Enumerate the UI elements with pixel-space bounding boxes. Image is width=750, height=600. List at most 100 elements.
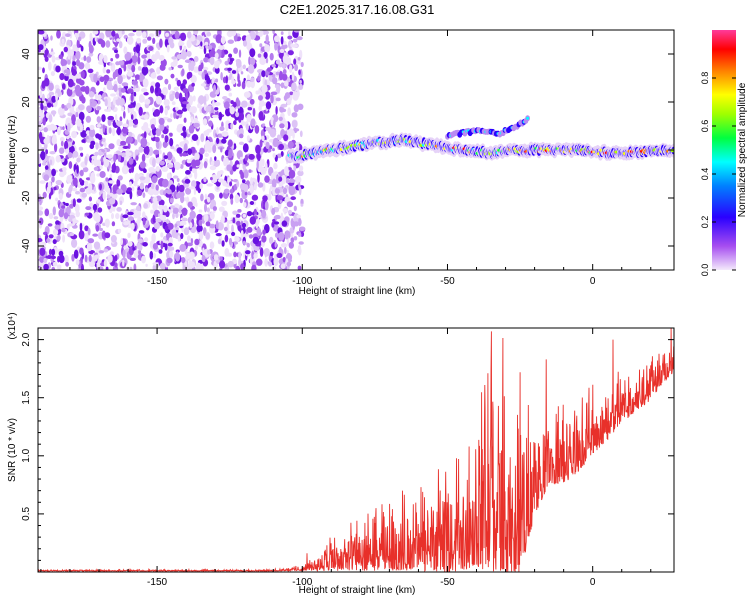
noise-blob [219,170,224,175]
noise-blob [95,225,100,232]
noise-blob [38,116,42,122]
noise-blob [219,260,226,269]
noise-blob [171,229,177,238]
noise-blob [199,147,205,155]
noise-blob [59,137,65,142]
noise-blob [219,126,225,132]
noise-blob [163,155,168,160]
noise-blob [103,87,106,92]
noise-blob [290,218,294,228]
noise-blob [275,106,278,115]
noise-blob [177,235,181,242]
noise-blob [131,80,138,85]
noise-blob [297,246,302,256]
noise-blob [200,41,203,47]
noise-blob [297,170,304,177]
snr-frame [37,327,675,573]
noise-blob [220,215,225,224]
noise-blob [139,176,146,181]
noise-blob [99,171,106,178]
noise-blob [155,128,162,137]
noise-blob [285,178,290,184]
noise-blob [48,91,55,96]
noise-blob [226,230,231,235]
noise-blob [51,248,56,256]
noise-blob [105,30,112,38]
noise-blob [85,115,92,123]
noise-blob [167,118,173,123]
noise-blob [142,211,146,219]
noise-blob [299,226,306,232]
noise-blob [139,182,145,190]
noise-blob [230,198,234,205]
noise-blob [230,122,234,130]
noise-blob [191,180,197,189]
noise-blob [142,192,146,199]
noise-blob [145,154,150,159]
noise-blob [78,146,84,151]
noise-blob [270,94,274,104]
noise-blob [187,235,191,242]
noise-blob [216,137,220,144]
noise-blob [240,121,246,126]
noise-blob [300,61,304,68]
noise-blob [207,249,211,255]
noise-blob [138,230,145,234]
noise-blob [159,38,163,48]
noise-blob [165,32,170,37]
noise-blob [188,125,195,134]
noise-blob [291,71,295,81]
snr-ytick-label: 2.0 [21,332,32,346]
noise-blob [265,57,269,64]
noise-blob [49,159,53,166]
noise-blob [205,105,212,113]
noise-blob [261,209,267,219]
noise-blob [244,154,249,162]
noise-blob [85,177,92,181]
noise-blob [240,171,245,180]
noise-blob [256,227,262,236]
noise-blob [106,69,111,74]
noise-blob [105,220,110,228]
noise-blob [197,103,201,109]
noise-blob [232,101,237,108]
noise-blob [60,140,64,147]
snr-axes: -150 -100 -50 0 0.5 1.0 1.5 2.0 [21,328,674,588]
noise-blob [55,155,61,163]
noise-blob [220,72,223,81]
noise-blob [66,174,73,184]
noise-blob [76,39,80,48]
noise-blob [121,106,125,112]
noise-blob [133,120,139,125]
noise-blob [154,189,158,195]
noise-blob [206,77,211,85]
noise-blob [298,186,302,196]
noise-blob [185,187,192,195]
noise-blob [246,80,252,88]
noise-blob [52,206,56,216]
noise-blob [60,59,68,67]
noise-blob [272,153,276,158]
noise-blob [87,227,91,236]
noise-blob [205,221,211,227]
noise-blob [284,59,292,65]
noise-blob [39,90,43,99]
noise-blob [117,155,121,162]
noise-blob [198,231,204,241]
spectrogram-xlabel: Height of straight line (km) [299,286,416,297]
noise-blob [258,95,263,101]
noise-blob [107,106,112,112]
noise-blob [126,187,132,192]
noise-blob [139,161,146,169]
noise-blob [143,146,150,155]
noise-blob [107,254,113,263]
noise-blob [242,179,246,184]
noise-blob [88,44,94,54]
noise-blob [276,195,284,201]
noise-blob [48,114,53,123]
noise-blob [89,32,93,40]
noise-blob [99,32,105,41]
noise-blob [257,182,264,188]
noise-blob [232,164,237,172]
noise-blob [249,48,256,58]
